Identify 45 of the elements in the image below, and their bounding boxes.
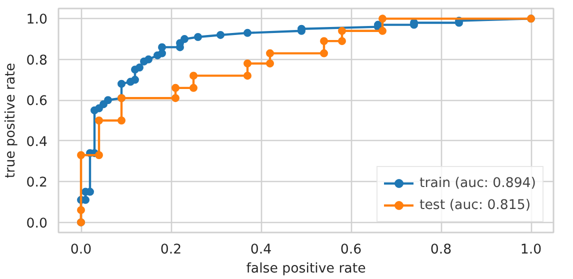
point	[158, 43, 166, 52]
point	[118, 80, 126, 88]
point	[266, 49, 274, 58]
point	[194, 33, 202, 41]
point	[95, 151, 103, 160]
point	[378, 14, 386, 23]
x-tick-label: 0.0	[70, 242, 92, 258]
x-tick-label: 0.6	[340, 242, 362, 258]
y-tick-label: 0.6	[26, 94, 48, 110]
point	[378, 26, 386, 35]
x-tick-label: 0.2	[160, 242, 182, 258]
x-axis-title: false positive rate	[246, 262, 366, 276]
point	[131, 76, 139, 84]
point	[244, 28, 252, 37]
y-tick-label: 1.0	[26, 12, 48, 28]
point	[136, 64, 144, 72]
x-tick-label: 0.4	[250, 242, 272, 258]
point	[338, 26, 346, 35]
point	[77, 151, 85, 160]
point	[216, 30, 224, 39]
point	[244, 72, 252, 80]
point	[338, 37, 346, 46]
point	[77, 206, 85, 214]
x-tick-label: 0.8	[430, 242, 452, 258]
x-tick-label: 1.0	[520, 242, 542, 258]
y-tick-label: 0.2	[26, 176, 48, 191]
point	[244, 59, 252, 68]
point	[144, 55, 152, 64]
point	[172, 94, 180, 102]
point	[266, 59, 274, 68]
point	[320, 37, 328, 46]
point	[172, 84, 180, 92]
point	[190, 84, 198, 92]
legend-label: train (auc: 0.894)	[420, 176, 536, 190]
y-tick-label: 0.4	[26, 134, 48, 150]
legend-label: test (auc: 0.815)	[420, 198, 531, 212]
point	[95, 116, 103, 124]
y-tick-label: 0.8	[26, 53, 48, 68]
point	[118, 116, 126, 124]
y-axis-title: true positive rate	[3, 62, 18, 178]
point	[180, 35, 188, 44]
point	[320, 49, 328, 58]
point	[190, 72, 198, 80]
point	[104, 96, 112, 104]
y-tick-label: 0.0	[26, 216, 48, 232]
